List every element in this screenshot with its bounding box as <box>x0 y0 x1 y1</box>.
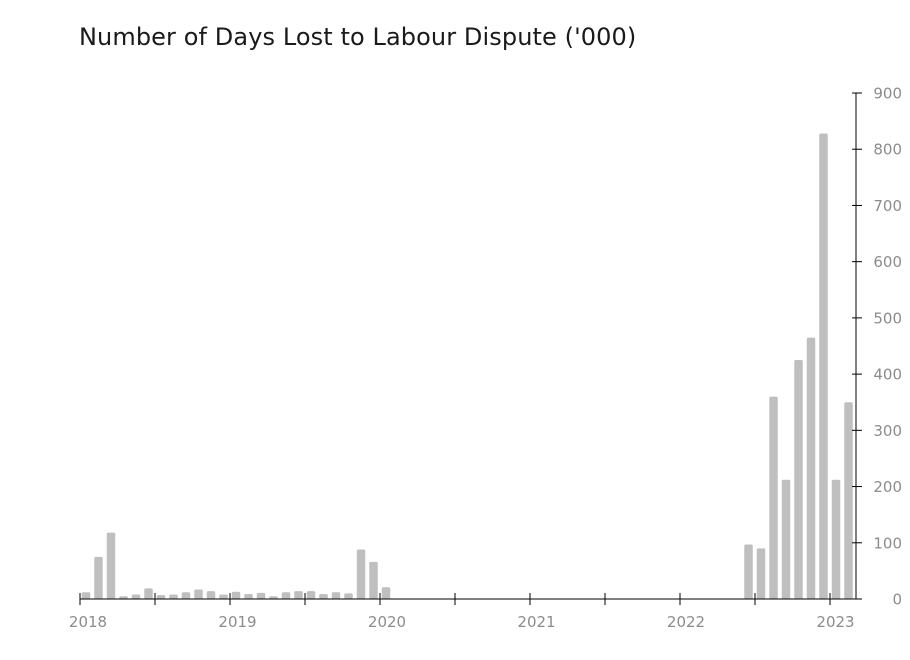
bar-2018-09 <box>181 592 191 599</box>
bar-2019-05 <box>281 592 291 599</box>
bar-2022-09 <box>781 479 791 599</box>
bar-2019-08 <box>319 593 328 599</box>
bar-2020-01 <box>381 587 391 599</box>
bar-2022-12 <box>819 133 828 600</box>
bar-2018-06 <box>144 588 153 599</box>
y-tick-label-800: 800 <box>873 141 902 159</box>
bar-2019-09 <box>331 592 341 599</box>
bar-2023-02 <box>844 402 853 599</box>
x-tick-label-2019: 2019 <box>218 613 256 631</box>
y-tick-label-600: 600 <box>873 253 902 271</box>
x-tick-label-2021: 2021 <box>517 613 555 631</box>
bar-2018-05 <box>131 594 141 599</box>
x-axis: 2018 2019 2020 2021 2022 2023 <box>69 593 856 631</box>
bar-2018-03 <box>106 532 116 599</box>
bar-series <box>81 133 853 600</box>
bar-2019-04 <box>269 596 278 599</box>
x-tick-label-2020: 2020 <box>368 613 406 631</box>
x-tick-label-2023: 2023 <box>816 613 854 631</box>
x-tick-label-2022: 2022 <box>667 613 705 631</box>
bar-2019-06 <box>294 591 303 599</box>
y-tick-label-700: 700 <box>873 197 902 215</box>
bar-2019-10 <box>344 593 353 599</box>
y-tick-label-200: 200 <box>873 478 902 496</box>
bar-2018-04 <box>119 596 128 599</box>
bar-2018-10 <box>194 589 203 599</box>
y-tick-label-900: 900 <box>873 85 902 103</box>
bar-2022-08 <box>769 396 778 599</box>
bar-2022-06 <box>744 544 753 599</box>
y-tick-label-300: 300 <box>873 422 902 440</box>
bar-2019-01 <box>231 591 241 599</box>
bar-2019-02 <box>244 593 253 599</box>
y-tick-label-0: 0 <box>892 591 902 609</box>
bar-2018-12 <box>219 594 228 599</box>
y-tick-label-100: 100 <box>873 534 902 552</box>
bar-2018-08 <box>169 594 178 599</box>
bar-2018-07 <box>156 595 166 599</box>
bar-2018-11 <box>206 591 216 599</box>
chart-title: Number of Days Lost to Labour Dispute ('… <box>79 23 637 51</box>
bar-2022-11 <box>806 337 816 599</box>
bar-2018-02 <box>94 556 103 599</box>
bar-2019-11 <box>356 549 366 599</box>
bar-2022-10 <box>794 360 803 599</box>
y-tick-label-400: 400 <box>873 366 902 384</box>
bar-2019-07 <box>306 591 316 599</box>
bar-2018-01 <box>81 592 91 599</box>
y-axis: 0 100 200 300 400 500 600 700 800 900 <box>852 85 902 609</box>
y-tick-label-500: 500 <box>873 309 902 327</box>
bar-2019-12 <box>369 561 378 599</box>
x-tick-label-2018: 2018 <box>69 613 107 631</box>
bar-2019-03 <box>256 592 266 599</box>
bar-2023-01 <box>831 479 841 599</box>
bar-2022-07 <box>756 548 766 599</box>
